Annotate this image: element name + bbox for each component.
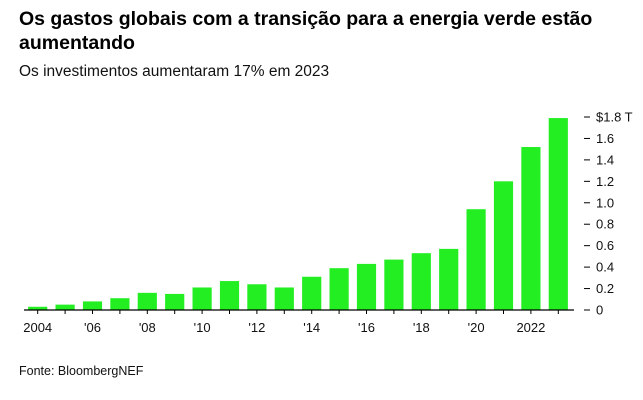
- y-tick-label: 0.6: [596, 238, 614, 253]
- x-tick-label: '12: [248, 320, 265, 335]
- y-tick-label: 0: [596, 303, 603, 318]
- y-tick-label: 0.8: [596, 217, 614, 232]
- chart-title: Os gastos globais com a transição para a…: [19, 8, 593, 54]
- bar-2022: [521, 147, 541, 310]
- x-tick-label: '16: [358, 320, 375, 335]
- x-tick-label: '10: [194, 320, 211, 335]
- x-tick-label: '14: [303, 320, 320, 335]
- bar-2015: [329, 268, 349, 310]
- bar-2020: [466, 209, 486, 310]
- bar-2004: [28, 306, 48, 310]
- bar-2010: [192, 287, 212, 310]
- bar-2018: [411, 253, 431, 310]
- x-tick-label: '18: [413, 320, 430, 335]
- y-axis: 0 0.2 0.4 0.6 0.8 1.0 1.2 1.4 1.6 $1.8 T: [584, 110, 633, 318]
- bar-2011: [219, 281, 240, 310]
- bar-2005: [55, 304, 75, 310]
- y-tick-label: 1.4: [596, 152, 614, 167]
- y-tick-label: 0.2: [596, 281, 614, 296]
- bar-2021: [493, 181, 514, 310]
- x-tick-label: '06: [84, 320, 101, 335]
- x-tick-label: '08: [139, 320, 156, 335]
- bar-2012: [247, 284, 267, 310]
- bar-2007: [110, 298, 130, 310]
- y-tick-label: 1.0: [596, 195, 614, 210]
- x-tick-label: '20: [468, 320, 485, 335]
- bars-layer: [28, 118, 568, 310]
- bar-2014: [302, 276, 322, 310]
- bar-2009: [165, 293, 185, 310]
- bar-2017: [384, 259, 404, 310]
- x-axis: 2004 '06 '08 '10 '12 '14 '16 '18 '20 2022: [23, 309, 574, 335]
- bar-2006: [82, 301, 103, 310]
- y-tick-label: 1.2: [596, 174, 614, 189]
- bar-2013: [274, 287, 294, 310]
- chart-subtitle: Os investimentos aumentaram 17% em 2023: [19, 63, 330, 80]
- y-tick-label: 0.4: [596, 260, 614, 275]
- y-tick-label: 1.6: [596, 131, 614, 146]
- y-tick-label: $1.8 T: [596, 110, 633, 125]
- source-note: Fonte: BloombergNEF: [19, 364, 144, 378]
- x-tick-label: 2004: [23, 320, 52, 335]
- bar-2023: [548, 118, 568, 310]
- bar-2019: [439, 248, 459, 310]
- bar-2016: [356, 263, 377, 310]
- bar-2008: [137, 292, 157, 310]
- x-tick-label: 2022: [516, 320, 545, 335]
